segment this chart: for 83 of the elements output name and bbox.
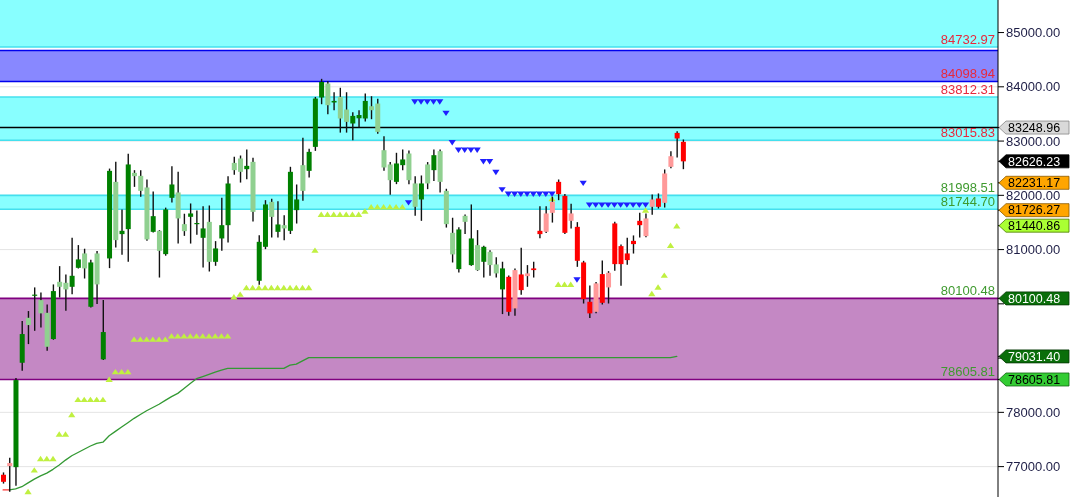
y-tick-label: 81440.86 [1008,218,1061,233]
y-tick-label: 81726.27 [1008,203,1061,218]
point [623,202,631,208]
candlestick [213,241,219,266]
candlestick [181,213,187,236]
candlestick [200,206,206,268]
candlestick [269,198,275,238]
ref-line-label: 83015.83 [940,125,995,141]
y-tick-label: 85000.00 [1006,25,1061,41]
candlestick [350,112,356,141]
point [629,202,637,208]
point [617,202,625,208]
candlestick [481,245,487,278]
y-tick-label: 80100.48 [1008,291,1061,306]
point [479,158,488,165]
ref-line-label: 81744.70 [940,194,995,210]
candlestick [518,247,524,295]
point [411,99,419,105]
candlestick [431,149,437,181]
candlestick [643,213,649,238]
candlestick [649,194,655,215]
y-tick-label: 79031.40 [1008,349,1061,364]
point [579,180,587,187]
ref-line-label: 78605.81 [940,364,995,380]
candlestick [7,457,13,492]
y-tick-label: 84000.00 [1006,79,1061,95]
y-tick-label: 83248.96 [1008,120,1061,135]
point [573,277,581,283]
candlestick [587,285,593,319]
candlestick [219,197,225,251]
candlestick [381,136,387,171]
candlestick [568,203,574,229]
ref-line-label: 83812.31 [940,82,995,97]
y-tick-label: 81000.00 [1006,242,1061,258]
candlestick [524,265,530,287]
point [610,202,618,208]
y-tick-label: 78605.81 [1008,372,1061,387]
candlestick [412,176,418,216]
candlestick [462,214,468,235]
point [498,187,506,193]
candlestick [387,162,393,195]
point [598,202,606,208]
candlestick [418,175,424,221]
candlestick [82,248,88,279]
point [635,202,643,208]
candlestick [38,292,44,328]
candlestick [75,245,81,269]
candlestick [169,166,175,203]
candlestick [275,201,281,238]
point [436,99,444,105]
line-series [8,355,678,491]
candlestick [319,78,325,105]
ref-line-label: 80100.48 [940,283,995,299]
candlestick [680,139,686,170]
y-tick-label: 77000.00 [1006,459,1061,475]
point [492,169,500,176]
candlestick [500,261,505,315]
candlestick [69,237,75,295]
candlestick [156,230,162,278]
ref-line-label: 81998.51 [940,180,995,196]
y-tick-label: 83000.00 [1006,133,1061,149]
point [592,202,600,208]
candlestick [25,311,31,345]
candlestick [637,212,643,238]
ref-line-label: 84098.94 [940,66,995,82]
candlestick [306,148,312,178]
candlestick [606,271,612,304]
candlestick [450,217,456,263]
candlestick [543,206,549,233]
point [486,158,494,165]
ref-line-label: 84732.97 [940,32,995,48]
candlestick [425,162,431,190]
point [423,99,431,105]
point [417,99,425,105]
point [448,140,456,146]
point [604,202,612,208]
y-tick-label: 78000.00 [1006,404,1061,420]
y-tick-label: 82626.23 [1008,154,1061,169]
candlestick [281,215,287,241]
candlestick [325,81,331,115]
candlestick [188,203,194,244]
candlestick [150,191,156,233]
candlestick [556,179,562,201]
